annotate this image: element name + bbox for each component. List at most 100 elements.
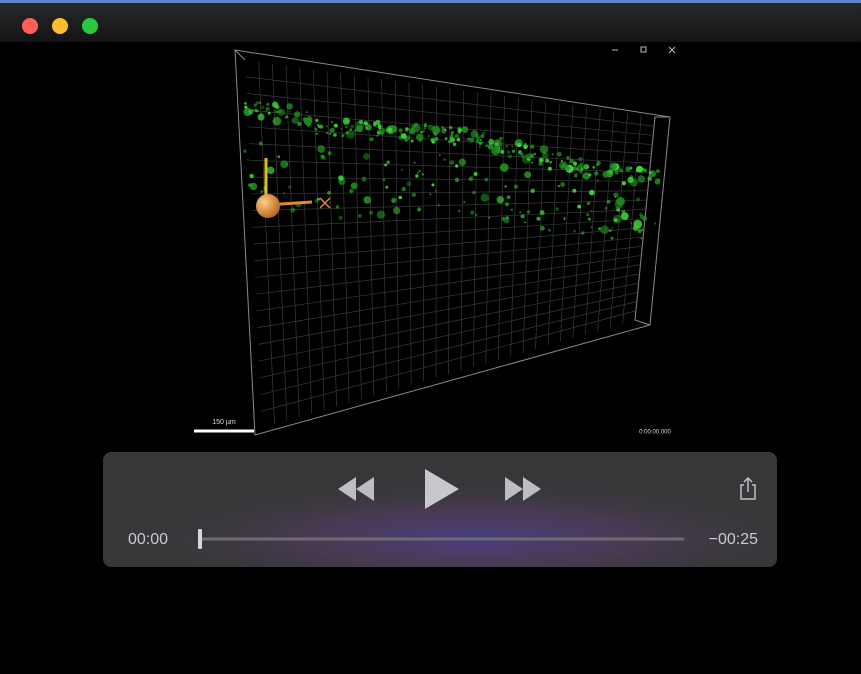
cell	[505, 202, 509, 206]
cell	[636, 197, 640, 201]
cell	[265, 111, 267, 113]
cell	[345, 132, 347, 134]
cell	[249, 174, 254, 179]
cell	[438, 204, 440, 206]
cell	[500, 150, 504, 154]
elapsed-time: 00:00	[128, 531, 168, 548]
cell	[523, 145, 528, 150]
cell	[417, 207, 421, 211]
cell	[475, 214, 477, 216]
cell	[304, 118, 312, 126]
cell	[435, 190, 437, 192]
cell	[364, 121, 368, 125]
close-button[interactable]	[22, 18, 38, 34]
cell	[297, 121, 301, 125]
cell	[591, 226, 593, 228]
cell	[540, 210, 545, 215]
cell	[377, 211, 385, 219]
cell	[274, 110, 277, 113]
cell	[520, 152, 523, 155]
cell	[384, 164, 387, 167]
cell	[480, 141, 483, 144]
cell	[515, 143, 517, 145]
cell	[448, 141, 450, 143]
cell	[540, 226, 545, 231]
cell	[499, 137, 502, 140]
cell	[345, 120, 349, 124]
cell	[504, 218, 510, 224]
cell	[267, 167, 275, 175]
cell	[458, 128, 462, 132]
cell	[354, 129, 356, 131]
cell	[363, 196, 371, 204]
control-panel	[103, 452, 777, 567]
cell	[479, 146, 481, 148]
cell	[580, 162, 583, 165]
cell	[486, 144, 488, 146]
cell	[430, 138, 434, 142]
cell	[279, 109, 282, 112]
cell	[649, 171, 652, 174]
cell	[248, 183, 252, 187]
cell	[412, 192, 417, 197]
cell	[616, 169, 618, 171]
cell	[433, 127, 441, 135]
cell	[284, 193, 286, 195]
cell	[405, 127, 409, 131]
cell	[256, 110, 259, 113]
cell	[431, 140, 433, 142]
cell	[566, 156, 570, 160]
cell	[507, 195, 511, 199]
cell	[469, 176, 474, 181]
zoom-button[interactable]	[82, 18, 98, 34]
cell	[351, 125, 355, 129]
cell	[385, 186, 388, 189]
cell	[656, 169, 660, 173]
cell	[336, 205, 340, 209]
cell	[514, 185, 518, 189]
cell	[611, 237, 614, 240]
cell	[588, 166, 590, 168]
cell	[413, 162, 415, 164]
cell	[362, 177, 367, 182]
cell	[572, 189, 576, 193]
cell	[266, 103, 269, 106]
cell	[430, 193, 432, 195]
cell	[524, 221, 526, 223]
cell	[536, 217, 540, 221]
minimize-button[interactable]	[52, 18, 68, 34]
progress-knob[interactable]	[198, 529, 202, 549]
cell	[318, 125, 321, 128]
cell	[457, 138, 461, 142]
cell	[273, 117, 282, 126]
cell	[399, 128, 403, 132]
cell	[294, 111, 300, 117]
cell	[501, 148, 503, 150]
cell	[351, 182, 358, 189]
cell	[507, 150, 510, 153]
cell	[531, 162, 533, 164]
cell	[331, 121, 333, 123]
cell	[592, 166, 595, 169]
cell	[349, 189, 353, 193]
cell	[616, 197, 625, 206]
cell	[363, 153, 370, 160]
scale-bar-label: 150 µm	[212, 419, 236, 426]
cell	[451, 131, 454, 134]
cell	[614, 218, 618, 222]
cell	[511, 209, 513, 211]
cell	[610, 163, 617, 170]
cell	[453, 143, 457, 147]
cell	[548, 229, 551, 232]
cell	[573, 162, 577, 166]
cell	[481, 194, 489, 202]
cell	[495, 142, 499, 146]
cell	[449, 126, 452, 129]
cell	[492, 144, 495, 147]
cell	[383, 179, 385, 181]
cell	[517, 143, 521, 147]
cell	[489, 217, 491, 219]
cell	[630, 167, 633, 170]
window: 150 µm 0:00:00.000 00:00 −00:25	[0, 0, 861, 669]
cell	[654, 222, 656, 224]
